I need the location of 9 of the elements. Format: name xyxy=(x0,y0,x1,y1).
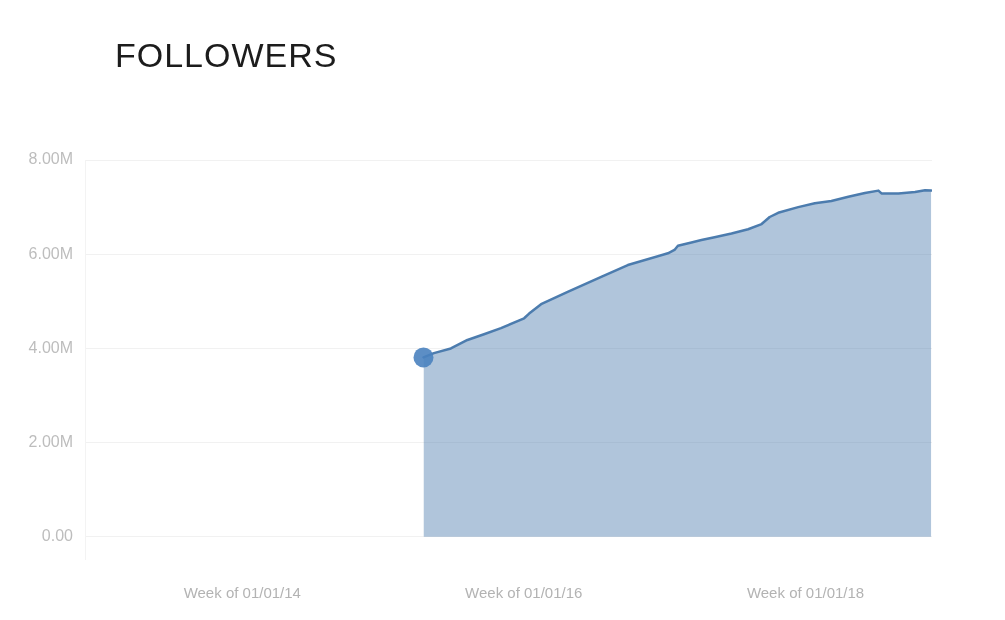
y-tick-label: 2.00M xyxy=(28,433,73,451)
x-tick-label: Week of 01/01/16 xyxy=(465,584,583,602)
y-tick-label: 6.00M xyxy=(28,244,73,262)
x-tick-label: Week of 01/01/18 xyxy=(746,584,865,602)
y-tick-label: 4.00M xyxy=(28,338,73,356)
y-tick-label: 0.00 xyxy=(41,527,74,545)
x-tick-label: Week of 01/01/14 xyxy=(183,584,301,602)
y-tick-label: 8.00M xyxy=(28,150,73,168)
chart-title: FOLLOWERS xyxy=(115,36,338,74)
